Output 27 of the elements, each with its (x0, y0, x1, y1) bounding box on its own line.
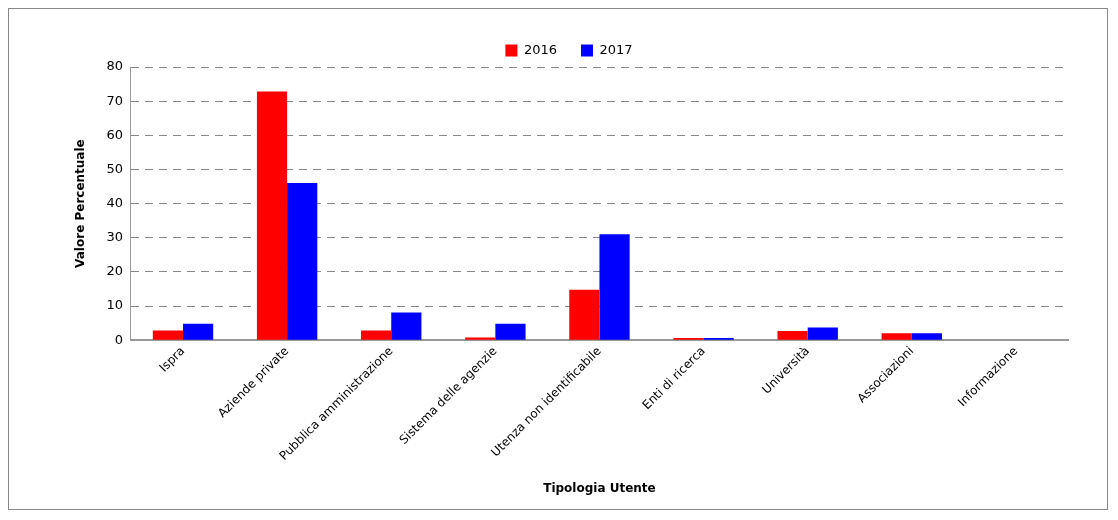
bar (465, 337, 496, 340)
y-tick-label: 10 (106, 297, 123, 313)
bar (256, 91, 288, 340)
bar (599, 234, 630, 340)
y-axis-title: Valore Percentuale (73, 139, 88, 268)
bar (183, 323, 214, 340)
y-tick-label: 20 (106, 263, 123, 279)
bar (807, 327, 838, 340)
bar (495, 323, 526, 340)
bar (361, 330, 392, 340)
bar (391, 312, 422, 340)
y-tick-label: 30 (106, 229, 123, 245)
legend-label: 2016 (523, 41, 558, 57)
bar (287, 183, 318, 340)
x-axis-title: Tipologia Utente (543, 480, 656, 495)
bar (569, 289, 600, 340)
y-tick-label: 70 (106, 92, 123, 108)
y-tick-label: 40 (106, 194, 123, 210)
bar (152, 330, 183, 340)
y-tick-label: 50 (106, 160, 123, 176)
y-tick-label: 60 (106, 126, 123, 142)
y-tick-label: 0 (114, 331, 123, 347)
y-tick-label: 80 (106, 58, 123, 74)
bar (777, 330, 808, 340)
bar (881, 333, 912, 340)
legend-label: 2017 (599, 41, 633, 57)
bar (911, 333, 943, 340)
